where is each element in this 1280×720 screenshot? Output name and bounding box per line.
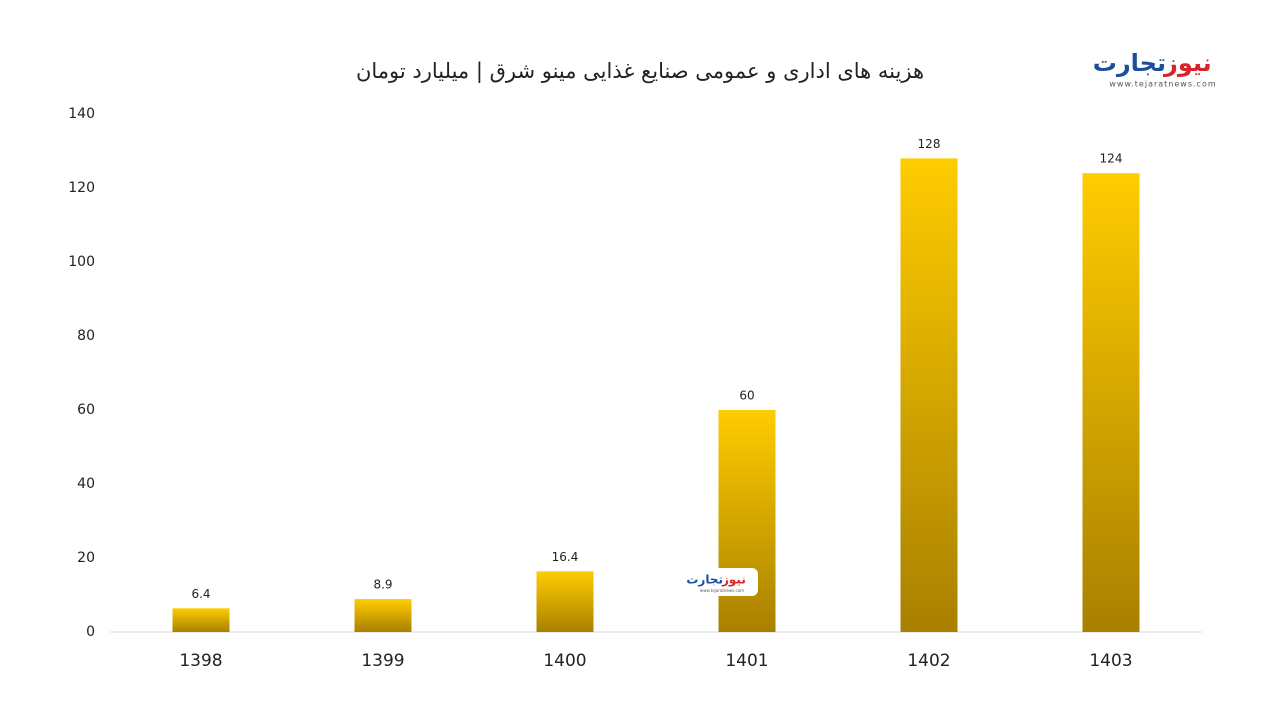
y-tick-label: 40 <box>77 476 95 492</box>
data-label: 60 <box>739 389 754 403</box>
watermark-url: www.tejaratnews.com <box>700 588 744 593</box>
logo-red: نیوز <box>1163 49 1212 77</box>
watermark-red: نیوز <box>721 573 746 588</box>
x-tick-label: 1401 <box>725 651 768 671</box>
y-tick-label: 120 <box>68 180 95 196</box>
y-tick-label: 80 <box>77 328 95 344</box>
y-tick-label: 100 <box>68 254 95 270</box>
bar <box>900 158 958 632</box>
y-tick-label: 20 <box>77 550 95 566</box>
bar <box>1082 173 1140 632</box>
x-tick-label: 1399 <box>361 651 404 671</box>
data-label: 8.9 <box>373 578 392 592</box>
data-label: 6.4 <box>191 587 210 601</box>
data-label: 128 <box>918 137 941 151</box>
x-tick-label: 1400 <box>543 651 586 671</box>
watermark-bg <box>688 568 758 596</box>
logo-url: www.tejaratnews.com <box>1109 80 1216 89</box>
x-tick-label: 1398 <box>179 651 222 671</box>
data-label: 124 <box>1100 152 1123 166</box>
x-tick-label: 1403 <box>1089 651 1132 671</box>
y-tick-label: 140 <box>68 106 95 122</box>
logo-blue: تجارت <box>1093 49 1166 77</box>
bar <box>354 599 412 632</box>
data-label: 16.4 <box>552 550 579 564</box>
bar <box>536 571 594 632</box>
y-tick-label: 60 <box>77 402 95 418</box>
y-tick-label: 0 <box>86 624 95 640</box>
x-tick-label: 1402 <box>907 651 950 671</box>
chart-title: هزینه های اداری و عمومی صنایع غذایی مینو… <box>356 59 924 84</box>
watermark-blue: تجارت <box>686 573 723 587</box>
bar <box>718 410 776 632</box>
bar <box>172 608 230 632</box>
watermark: نیوز تجارت www.tejaratnews.com <box>686 568 758 596</box>
logo: نیوز تجارت www.tejaratnews.com <box>1093 49 1216 89</box>
